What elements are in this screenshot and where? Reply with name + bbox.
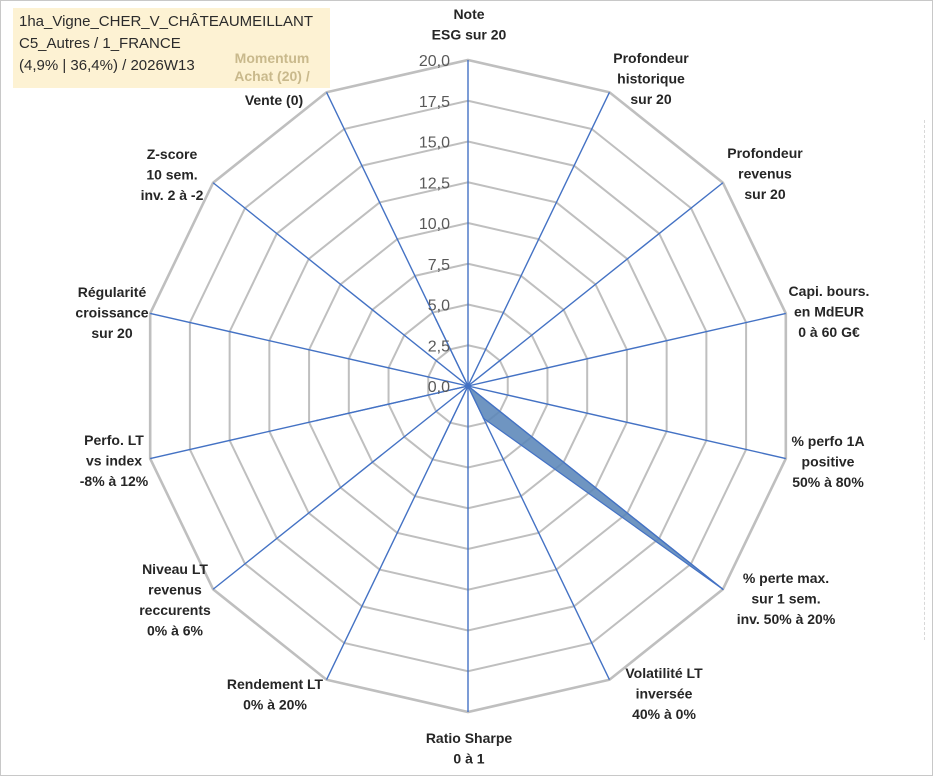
tick-label-4: 10,0 [419,216,450,233]
axis-label-3: Capi. bours. en MdEUR 0 à 60 G€ [789,283,870,340]
tick-label-1: 2,5 [428,338,450,355]
axis-label-12-line-1: 10 sem. [146,167,197,183]
axis-label-10-line-2: -8% à 12% [80,473,149,489]
tick-label-6: 15,0 [419,135,450,152]
axis-label-9-line-1: revenus [148,582,202,598]
axis-label-0-line-0: Note [453,6,484,22]
axis-spoke-2 [467,182,724,387]
momentum-label-line2: Achat (20) / [234,68,310,84]
axis-label-5-line-1: sur 1 sem. [751,591,820,607]
axis-label-10-line-1: vs index [86,453,142,469]
axis-spoke-12 [212,182,469,387]
axis-label-7: Ratio Sharpe 0 à 1 [426,730,513,767]
momentum-label: Momentum Achat (20) / [218,49,326,85]
data-point-5 [722,588,724,591]
axis-spoke-1 [467,91,611,387]
momentum-label-line1: Momentum [234,50,310,66]
axis-label-1-line-2: sur 20 [630,91,671,107]
tick-label-5: 12,5 [419,175,450,192]
axis-label-4-line-1: positive [802,454,855,470]
frame-edge-divider [924,120,926,640]
axis-label-12: Z-score 10 sem. inv. 2 à -2 [141,146,204,203]
axis-label-3-line-0: Capi. bours. [789,283,870,299]
axis-label-1: Profondeur historique sur 20 [613,50,689,107]
axis-label-2-line-0: Profondeur [727,145,803,161]
axis-label-11-line-2: sur 20 [91,325,132,341]
axis-label-8: Rendement LT 0% à 20% [227,676,324,713]
axis-label-1-line-0: Profondeur [613,50,689,66]
radar-axis-labels: Note ESG sur 20 Profondeur historique sur 20… [75,6,869,767]
axis-label-9-line-2: reccurents [139,602,211,618]
axis-label-4: % perfo 1A positive 50% à 80% [791,433,864,490]
axis-label-0: Note ESG sur 20 [432,6,507,43]
axis-label-6: Volatilité LT inversée 40% à 0% [625,665,703,722]
data-point-6 [482,417,485,420]
axis-spoke-6 [467,385,611,681]
axis-label-5: % perte max. sur 1 sem. inv. 50% à 20% [737,570,836,627]
axis-label-6-line-1: inversée [636,686,693,702]
data-point-8 [436,449,438,452]
axis-label-3-line-1: en MdEUR [794,304,864,320]
axis-spoke-11 [150,312,469,387]
axis-label-6-line-2: 40% à 0% [632,706,696,722]
data-point-12 [467,385,469,387]
axis-spoke-9 [212,385,469,590]
tick-label-2: 5,0 [428,298,450,315]
series-area-0 [316,319,724,590]
momentum-label-line3: Vente (0) [244,92,304,108]
axis-label-4-line-2: 50% à 80% [792,474,864,490]
radar-tick-labels: 0,0 2,5 5,0 7,5 10,0 12,5 15,0 17,5 20,0 [419,53,450,396]
axis-label-2-line-1: revenus [738,166,792,182]
axis-label-9-line-3: 0% à 6% [147,623,204,639]
axis-label-5-line-0: % perte max. [743,570,829,586]
axis-label-1-line-1: historique [617,71,685,87]
tick-label-3: 7,5 [428,257,450,274]
info-stats: (4,9% | 36,4%) / 2026W13 [19,57,195,74]
axis-label-11: Régularité croissance sur 20 [75,284,148,341]
radar-series [316,319,724,591]
info-box: 1ha_Vigne_CHER_V_CHÂTEAUMEILLANT C5_Autr… [13,8,330,88]
axis-label-9-line-0: Niveau LT [142,561,208,577]
axis-label-6-line-0: Volatilité LT [625,665,703,681]
axis-label-2-line-2: sur 20 [744,186,785,202]
axis-label-3-line-2: 0 à 60 G€ [798,324,860,340]
tick-label-7: 17,5 [419,94,450,111]
axis-label-0-line-1: ESG sur 20 [432,27,507,43]
axis-label-12-line-0: Z-score [147,146,198,162]
axis-label-2: Profondeur revenus sur 20 [727,145,803,202]
info-category: C5_Autres / 1_FRANCE [19,35,181,52]
data-point-13 [435,319,437,321]
axis-label-10: Perfo. LT vs index -8% à 12% [80,432,149,489]
axis-label-8-line-1: 0% à 20% [243,697,307,713]
axis-label-9: Niveau LT revenus reccurents 0% à 6% [139,561,211,639]
data-point-10 [316,419,318,422]
axis-label-5-line-2: inv. 50% à 20% [737,611,836,627]
axis-label-12-line-2: inv. 2 à -2 [141,187,204,203]
axis-label-10-line-0: Perfo. LT [84,432,144,448]
axis-spoke-3 [467,312,786,387]
axis-spoke-4 [467,385,786,460]
axis-label-11-line-0: Régularité [78,284,147,300]
info-title: 1ha_Vigne_CHER_V_CHÂTEAUMEILLANT [19,13,314,30]
axis-label-11-line-1: croissance [75,305,148,321]
axis-label-8-line-0: Rendement LT [227,676,324,692]
axis-label-4-line-0: % perfo 1A [791,433,864,449]
tick-label-0: 0,0 [428,379,450,396]
axis-label-7-line-1: 0 à 1 [453,751,484,767]
momentum-label-bottom: Vente (0) [220,91,328,109]
axis-label-7-line-0: Ratio Sharpe [426,730,513,746]
tick-label-8: 20,0 [419,53,450,70]
